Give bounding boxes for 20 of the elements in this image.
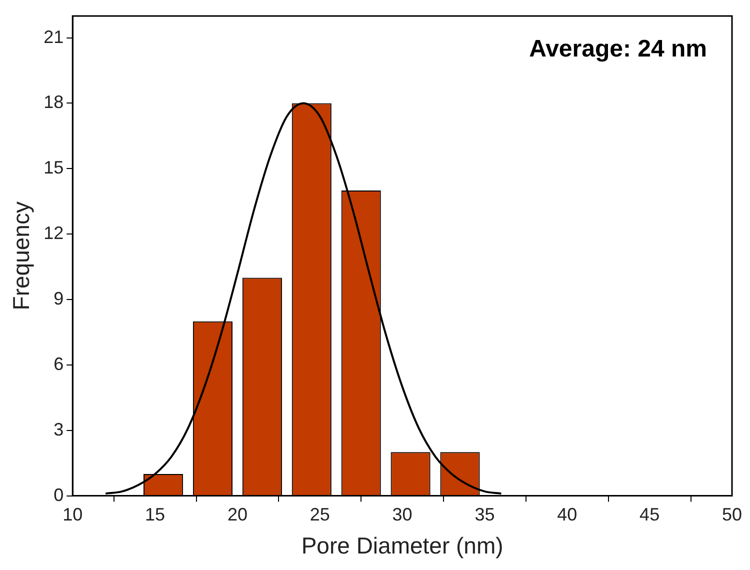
y-tick-label: 3 [54, 419, 64, 440]
y-tick-label: 12 [44, 223, 64, 244]
y-axis-title: Frequency [8, 201, 34, 310]
x-axis-title: Pore Diameter (nm) [301, 532, 504, 559]
x-tick-label: 10 [62, 504, 83, 525]
y-tick-label: 15 [44, 158, 64, 178]
x-tick-label: 30 [392, 504, 412, 525]
y-tick-label: 6 [54, 354, 64, 374]
x-tick-label: 50 [722, 504, 742, 525]
x-tick-label: 25 [310, 504, 330, 525]
y-tick-label: 0 [54, 484, 64, 505]
annotation: Average: 24 nm [529, 36, 707, 63]
y-tick-label: 18 [44, 92, 64, 112]
x-tick-label: 40 [557, 504, 578, 525]
x-tick-label: 35 [474, 504, 495, 525]
y-tick-label: 9 [54, 288, 64, 308]
x-tick-label: 45 [640, 504, 660, 525]
y-tick-label: 21 [44, 26, 64, 47]
x-tick-label: 15 [145, 504, 166, 525]
x-tick-label: 20 [227, 504, 248, 525]
